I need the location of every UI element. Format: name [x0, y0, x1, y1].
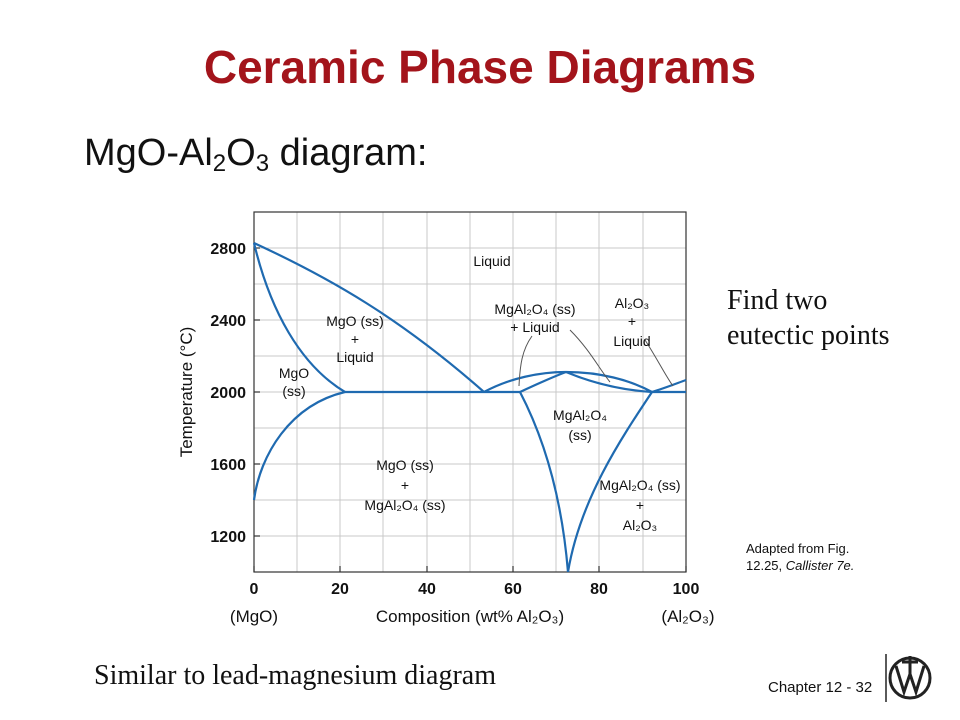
region-label-spinel-al2o3: MgAl₂O₄ (ss) + Al₂O₃: [599, 477, 680, 533]
credit-line-1: Adapted from Fig.: [746, 541, 850, 556]
region-label-line: (ss): [282, 383, 305, 399]
task-note: Find two eutectic points: [727, 283, 890, 353]
region-label-line: (ss): [568, 427, 591, 443]
slide-title: Ceramic Phase Diagrams: [203, 41, 757, 93]
solidus-spinel-right: [565, 370, 653, 394]
x-tick-labels: 0 20 40 60 80 100: [250, 581, 700, 598]
x-axis-right-end: (Al₂O₃): [661, 607, 714, 626]
pointer-al2o3-liquid: [644, 339, 674, 387]
region-label-mgo-ss: MgO (ss): [279, 365, 309, 399]
liquidus-spinel-left: [483, 370, 567, 393]
x-tick-label: 100: [673, 581, 700, 598]
region-label-line: Al₂O₃: [615, 295, 649, 311]
x-tick-label: 20: [331, 581, 349, 598]
liquidus-mgo: [253, 242, 485, 393]
phase-diagram: 2800 2400 2000 1600 1200 0 20 40 60 80 1…: [177, 211, 715, 626]
diagram-subtitle: MgO-Al2O3 diagram:: [84, 132, 427, 178]
note-line-2: eutectic points: [727, 320, 890, 351]
solvus-spinel-right: [566, 391, 653, 573]
bottom-note: Similar to lead-magnesium diagram: [94, 660, 497, 691]
credit-book-title: Callister 7e.: [785, 558, 855, 573]
note-line-1: Find two: [727, 285, 828, 316]
liquidus-al2o3: [651, 378, 687, 394]
phase-boundaries: [252, 242, 687, 573]
region-label-mgo-spinel: MgO (ss) + MgAl₂O₄ (ss): [364, 457, 445, 513]
region-label-mgo-liquid: MgO (ss) + Liquid: [326, 313, 384, 365]
region-label-line: MgAl₂O₄ (ss): [494, 301, 575, 317]
region-label-line: MgAl₂O₄: [553, 407, 607, 423]
subtitle-subscript-2: 2: [212, 150, 227, 177]
region-label-line: +: [628, 313, 636, 329]
region-label-line: Liquid: [613, 333, 650, 349]
region-label-line: MgAl₂O₄ (ss): [599, 477, 680, 493]
pointer-spinel-liquid-1: [518, 335, 533, 387]
region-label-line: MgAl₂O₄ (ss): [364, 497, 445, 513]
y-tick-label: 2800: [210, 241, 246, 258]
liquidus-spinel-right: [565, 370, 653, 393]
x-axis-left-end: (MgO): [230, 607, 278, 626]
y-tick-label: 2000: [210, 385, 246, 402]
chapter-footer: Chapter 12 - 32: [768, 679, 873, 696]
x-tick-label: 0: [250, 581, 259, 598]
credit-figure-number: 12.25,: [746, 558, 786, 573]
label-pointers: [518, 329, 674, 387]
subtitle-suffix: diagram:: [269, 132, 428, 174]
figure-credit: Adapted from Fig. 12.25, Callister 7e.: [746, 540, 854, 574]
region-label-spinel-liquid: MgAl₂O₄ (ss) + Liquid: [494, 301, 575, 335]
solidus-spinel-left: [519, 370, 567, 393]
y-tick-labels: 2800 2400 2000 1600 1200: [210, 241, 246, 546]
x-tick-label: 80: [590, 581, 608, 598]
region-label-al2o3-liquid: Al₂O₃ + Liquid: [613, 295, 650, 349]
subtitle-subscript-3: 3: [255, 150, 270, 177]
region-label-line: +: [351, 331, 359, 347]
solvus-spinel-left: [519, 391, 570, 573]
x-tick-label: 60: [504, 581, 522, 598]
subtitle-prefix: MgO-Al: [84, 132, 213, 174]
region-label-line: +: [636, 497, 644, 513]
solidus-mgo: [252, 242, 346, 393]
subtitle-mid: O: [226, 132, 256, 174]
y-axis-title: Temperature (°C): [177, 327, 196, 458]
region-label-spinel-ss: MgAl₂O₄ (ss): [553, 407, 607, 443]
y-tick-label: 1200: [210, 529, 246, 546]
publisher-logo-icon: [885, 654, 932, 702]
credit-line-2: 12.25, Callister 7e.: [746, 557, 854, 574]
tick-marks: [253, 247, 687, 572]
region-label-line: + Liquid: [510, 319, 559, 335]
region-label-liquid: Liquid: [473, 253, 510, 269]
region-label-line: Al₂O₃: [623, 517, 657, 533]
x-axis-title: Composition (wt% Al₂O₃): [376, 607, 564, 626]
y-tick-label: 2400: [210, 313, 246, 330]
region-label-line: Liquid: [336, 349, 373, 365]
pointer-spinel-liquid-2: [569, 329, 611, 383]
y-tick-label: 1600: [210, 457, 246, 474]
solvus-mgo: [252, 390, 346, 501]
region-label-line: +: [401, 477, 409, 493]
region-label-line: MgO (ss): [376, 457, 434, 473]
x-tick-label: 40: [418, 581, 436, 598]
region-label-line: MgO (ss): [326, 313, 384, 329]
region-label-line: MgO: [279, 365, 309, 381]
